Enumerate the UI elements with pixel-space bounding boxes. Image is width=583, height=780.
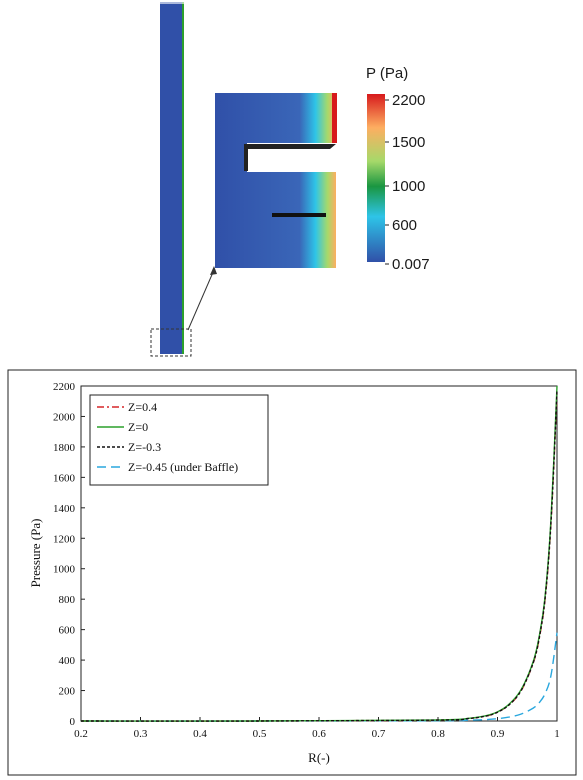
x-tick-label: 0.9 — [491, 728, 505, 740]
colorbar-scale — [367, 94, 385, 262]
legend-box — [89, 394, 269, 486]
y-tick-label: 0 — [70, 716, 76, 728]
zoom-arrowhead — [210, 266, 217, 275]
y-tick-label: 1400 — [53, 503, 76, 515]
baffle — [272, 213, 326, 217]
y-axis: 0 200 400 600 800 1000 1200 1400 1600 1800 2000 220… — [53, 381, 85, 728]
x-axis: 0.2 0.3 0.4 0.5 0.6 0.7 0.8 0.9 1 — [74, 717, 560, 740]
legend-label: Z=-0.45 (under Baffle) — [128, 460, 238, 474]
y-tick-label: 2000 — [53, 411, 76, 423]
legend: Z=0.4 Z=0 Z=-0.3 Z=-0.45 (under Baffle) — [89, 394, 269, 486]
y-tick-label: 1000 — [53, 564, 76, 576]
colorbar-title: P (Pa) — [366, 65, 408, 82]
legend-label: Z=0 — [128, 420, 148, 434]
colorbar-tick-label: 0.007 — [392, 256, 430, 273]
tank-wall-highlight — [182, 2, 184, 354]
series-line-3 — [80, 632, 558, 722]
colorbar-tick-label: 1000 — [392, 178, 425, 195]
x-tick-label: 0.6 — [312, 728, 326, 740]
y-axis-label: Pressure (Pa) — [28, 519, 43, 588]
colorbar-tick-label: 2200 — [392, 92, 425, 109]
colorbar: P (Pa) 2200 1500 1000 600 0.007 — [366, 65, 430, 273]
x-tick-label: 0.8 — [431, 728, 445, 740]
x-tick-label: 0.3 — [134, 728, 148, 740]
zoom-source-box — [150, 328, 192, 357]
series-lines — [80, 385, 558, 722]
zoom-inset — [215, 93, 337, 268]
series-line-2 — [80, 390, 558, 722]
x-tick-label: 1 — [554, 728, 560, 740]
contour-panel: P (Pa) 2200 1500 1000 600 0.007 — [150, 2, 430, 357]
y-tick-label: 1600 — [53, 472, 76, 484]
y-tick-label: 600 — [59, 625, 76, 637]
x-axis-label: R(-) — [308, 750, 330, 765]
y-tick-label: 2200 — [53, 381, 76, 393]
y-tick-label: 400 — [59, 655, 76, 667]
tank-top-cap — [160, 2, 184, 4]
colorbar-tick-label: 600 — [392, 217, 417, 234]
legend-label: Z=-0.3 — [128, 440, 161, 454]
x-tick-label: 0.7 — [372, 728, 386, 740]
legend-label: Z=0.4 — [128, 400, 157, 414]
x-tick-label: 0.2 — [74, 728, 88, 740]
y-tick-label: 1200 — [53, 533, 76, 545]
colorbar-tick-label: 1500 — [392, 134, 425, 151]
y-tick-label: 1800 — [53, 442, 76, 454]
zoom-arrow — [187, 269, 215, 331]
x-tick-label: 0.4 — [193, 728, 207, 740]
y-tick-label: 800 — [59, 594, 76, 606]
x-tick-label: 0.5 — [253, 728, 267, 740]
chart-panel: 0 200 400 600 800 1000 1200 1400 1600 1800 2000 220… — [7, 369, 577, 776]
y-tick-label: 200 — [59, 686, 76, 698]
tank-column — [160, 2, 184, 354]
